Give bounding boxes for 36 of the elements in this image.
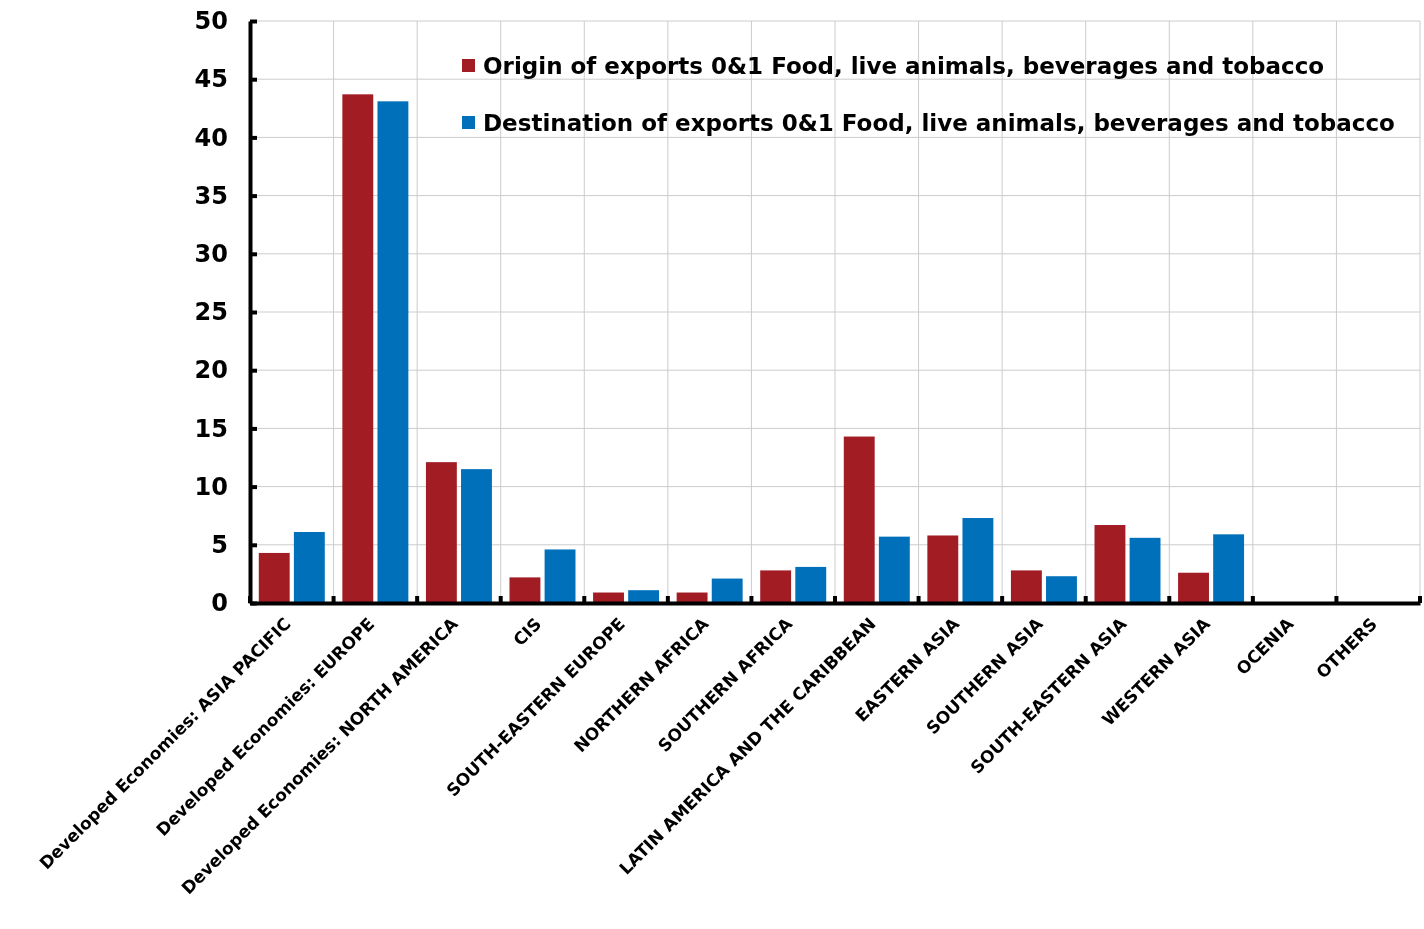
y-tick-label: 5 bbox=[211, 530, 228, 559]
bar bbox=[878, 536, 910, 603]
bar bbox=[628, 590, 660, 603]
y-tick-label: 20 bbox=[194, 356, 228, 385]
bar bbox=[843, 436, 875, 603]
x-tick-label: CIS bbox=[509, 613, 546, 650]
bar bbox=[795, 566, 827, 603]
bar bbox=[461, 469, 492, 603]
bar bbox=[1046, 576, 1077, 603]
bar bbox=[760, 570, 792, 603]
bar bbox=[377, 101, 409, 603]
y-tick-label: 50 bbox=[194, 7, 228, 36]
y-tick-label: 15 bbox=[194, 414, 228, 443]
bar bbox=[544, 549, 576, 603]
bar bbox=[927, 535, 959, 603]
bar bbox=[711, 578, 743, 603]
bar bbox=[1178, 572, 1209, 603]
y-tick-label: 25 bbox=[194, 298, 228, 327]
bar bbox=[342, 94, 374, 603]
y-tick-label: 40 bbox=[194, 123, 228, 152]
bar bbox=[1010, 570, 1042, 603]
y-tick-label: 0 bbox=[211, 589, 228, 618]
y-tick-label: 10 bbox=[194, 472, 228, 501]
bar bbox=[962, 518, 994, 603]
y-tick-label: 45 bbox=[194, 65, 228, 94]
y-tick-label: 35 bbox=[194, 181, 228, 210]
legend-label: Destination of exports 0&1 Food, live animals, beverages and tobacco bbox=[483, 110, 1395, 137]
bar bbox=[1213, 534, 1245, 603]
bar bbox=[1094, 525, 1126, 603]
legend-label: Origin of exports 0&1 Food, live animals, beverages and tobacco bbox=[483, 53, 1325, 80]
bar bbox=[425, 462, 457, 603]
bar bbox=[258, 552, 290, 603]
y-tick-label: 30 bbox=[194, 239, 228, 268]
bar bbox=[1129, 537, 1161, 603]
bar bbox=[293, 532, 325, 603]
bar bbox=[509, 577, 541, 603]
